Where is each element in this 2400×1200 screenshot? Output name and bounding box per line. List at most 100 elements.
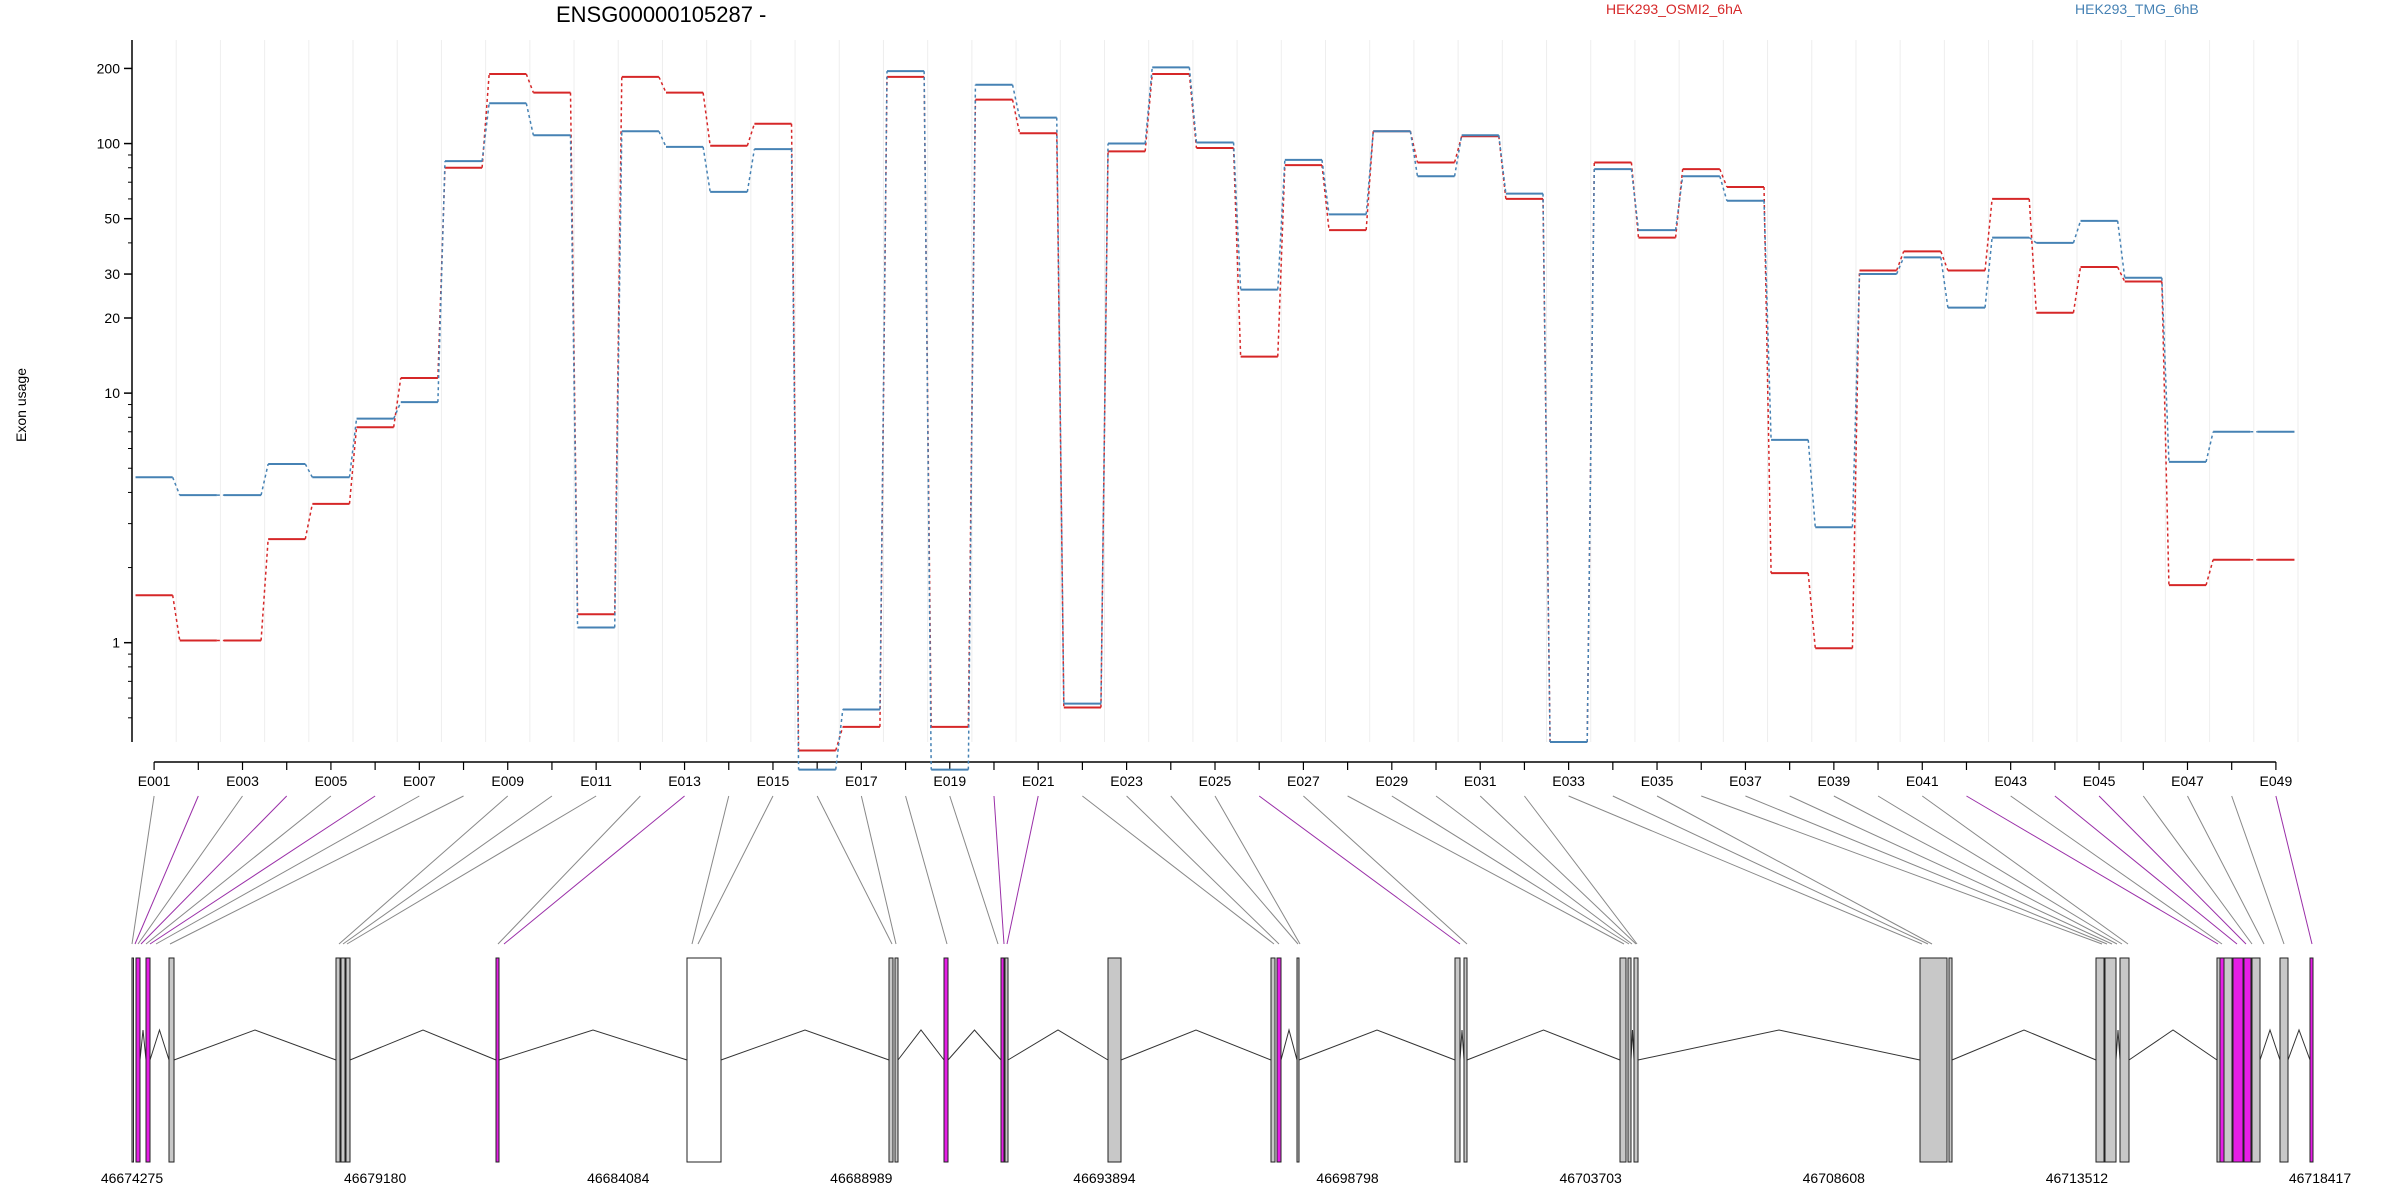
exon-link <box>697 795 774 945</box>
x-tick-label: E035 <box>1641 773 1674 789</box>
series-connector <box>1453 136 1463 163</box>
exon-box <box>1004 957 1009 1163</box>
series-connector <box>348 427 358 504</box>
exon-box <box>2095 957 2105 1163</box>
x-tick-label: E005 <box>315 773 348 789</box>
x-tick-label: E027 <box>1287 773 1320 789</box>
series-connector <box>1365 131 1374 231</box>
exon-link <box>1966 795 2219 945</box>
exon-link <box>1701 795 2103 945</box>
intron-line <box>1007 1029 1109 1061</box>
series-connector <box>1232 142 1242 290</box>
exon-link <box>145 795 332 945</box>
series-connector <box>658 130 667 148</box>
series-connector <box>1851 274 1861 528</box>
exon-link <box>1126 795 1280 945</box>
series-connector <box>1807 439 1817 528</box>
exon-link <box>2142 795 2253 945</box>
x-tick-label: E015 <box>757 773 790 789</box>
x-tick-label: E021 <box>1022 773 1055 789</box>
exon-box <box>1000 957 1005 1163</box>
exon-link <box>1656 795 1933 945</box>
series-connector <box>392 401 402 419</box>
y-tick-label: 200 <box>97 60 121 76</box>
series-connector <box>613 131 623 628</box>
series-connector <box>1409 131 1419 177</box>
series-connector <box>2072 220 2082 244</box>
exon-link <box>691 795 730 945</box>
exon-box <box>2223 957 2233 1163</box>
x-tick-label: E047 <box>2171 773 2204 789</box>
series-connector <box>171 595 181 641</box>
exon-link <box>2010 795 2223 945</box>
intron-line <box>1637 1029 1921 1061</box>
series-connector <box>746 148 756 193</box>
exon-box <box>1619 957 1627 1163</box>
x-tick-label: E037 <box>1729 773 1762 789</box>
exon-link-lines <box>131 795 2313 945</box>
exon-box <box>1919 957 1948 1163</box>
series-connector <box>1188 67 1198 143</box>
series-connector <box>348 418 358 478</box>
genomic-coordinate-label: 46679180 <box>344 1170 407 1186</box>
exon-link <box>2187 795 2265 945</box>
series-connector <box>658 76 667 93</box>
axes: 1 10 20 30 50 100 200 E001 E003 E005 E007 E009 E011 E… <box>97 40 2292 789</box>
exon-box <box>1633 957 1639 1163</box>
genomic-coordinate-label: 46684084 <box>587 1170 650 1186</box>
series-connector <box>2161 277 2170 462</box>
exon-box <box>2219 957 2225 1163</box>
series-connector <box>2116 266 2126 282</box>
exon-box <box>135 957 141 1163</box>
exon-link <box>1214 795 1301 945</box>
intron-line <box>2128 1029 2218 1061</box>
exon-link <box>2098 795 2247 945</box>
series-connector <box>1940 257 1949 308</box>
series-connector <box>1100 151 1109 708</box>
exon-link <box>346 795 597 945</box>
intron-line <box>149 1028 170 1061</box>
x-tick-label: E023 <box>1110 773 1143 789</box>
x-tick-label: E031 <box>1464 773 1497 789</box>
exon-box <box>888 957 894 1163</box>
exon-box <box>335 957 341 1163</box>
exon-link <box>1877 795 2123 945</box>
exon-link <box>1347 795 1625 945</box>
exon-link <box>1435 795 1633 945</box>
x-tick-label: E003 <box>226 773 259 789</box>
exon-link <box>1258 795 1461 945</box>
intron-line <box>1951 1029 2097 1061</box>
x-tick-label: E045 <box>2083 773 2116 789</box>
exon-box <box>2243 957 2252 1163</box>
exon-link <box>1789 795 2113 945</box>
x-tick-label: E019 <box>933 773 966 789</box>
intron-line <box>1459 1029 1465 1061</box>
intron-line <box>1466 1029 1621 1061</box>
exon-link <box>860 795 897 945</box>
x-tick-label: E001 <box>138 773 171 789</box>
series-connector <box>967 84 977 770</box>
series-connector <box>260 539 269 641</box>
chart-title: ENSG00000105287 - <box>556 2 766 27</box>
y-axis-label: Exon usage <box>13 368 29 442</box>
series-connector <box>879 71 888 710</box>
exon-link <box>131 795 155 945</box>
series-lines <box>135 66 2295 771</box>
exon-link <box>137 795 243 945</box>
series-connector <box>569 135 579 628</box>
exon-box <box>2309 957 2314 1163</box>
exon-link <box>1612 795 1929 945</box>
genomic-coordinate-label: 46693894 <box>1073 1170 1136 1186</box>
exon-box <box>1463 957 1468 1163</box>
exon-link <box>338 795 509 945</box>
exon-box <box>2251 957 2261 1163</box>
series-connector <box>2028 198 2038 313</box>
exon-box <box>1627 957 1632 1163</box>
series-connector <box>702 146 711 193</box>
series-connector <box>1630 169 1640 231</box>
series-osmi2 <box>135 72 2295 752</box>
intron-line <box>947 1029 1002 1061</box>
exon-box <box>168 957 175 1163</box>
series-connector <box>2072 266 2082 313</box>
exon-box <box>495 957 500 1163</box>
